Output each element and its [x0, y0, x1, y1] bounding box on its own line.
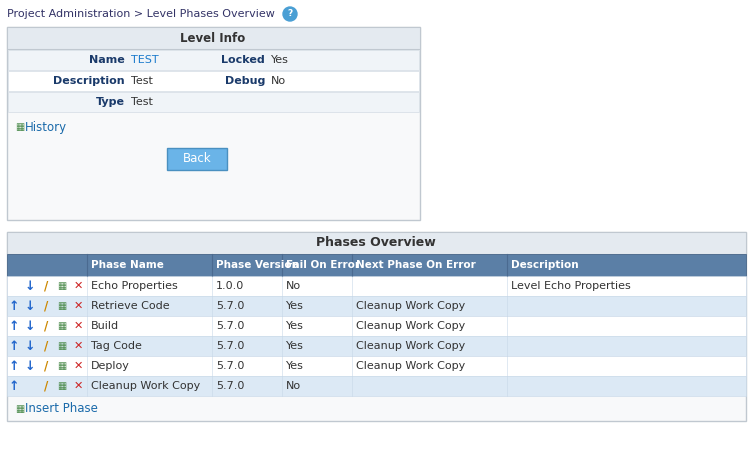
Text: No: No — [286, 381, 301, 391]
Text: Echo Properties: Echo Properties — [91, 281, 178, 291]
Text: /: / — [44, 340, 48, 353]
Text: ↑: ↑ — [9, 300, 20, 313]
Text: ▦: ▦ — [15, 122, 24, 132]
Text: Cleanup Work Copy: Cleanup Work Copy — [356, 321, 465, 331]
Text: Test: Test — [131, 97, 153, 107]
Text: Yes: Yes — [286, 361, 304, 371]
Text: ↑: ↑ — [9, 380, 20, 392]
Text: /: / — [44, 280, 48, 292]
Text: Level Echo Properties: Level Echo Properties — [511, 281, 631, 291]
Text: Yes: Yes — [286, 341, 304, 351]
Text: Locked: Locked — [221, 55, 265, 65]
Text: ↑: ↑ — [9, 319, 20, 332]
Bar — [7, 232, 746, 254]
Text: Level Info: Level Info — [181, 32, 245, 45]
Text: ↑: ↑ — [9, 359, 20, 373]
Text: ✕: ✕ — [73, 321, 83, 331]
Text: ↓: ↓ — [25, 359, 35, 373]
Text: No: No — [271, 76, 286, 86]
Bar — [7, 356, 746, 376]
Text: Retrieve Code: Retrieve Code — [91, 301, 169, 311]
Text: Description: Description — [511, 260, 578, 270]
Bar — [8, 71, 419, 91]
Text: Cleanup Work Copy: Cleanup Work Copy — [356, 361, 465, 371]
Text: /: / — [44, 359, 48, 373]
Bar — [7, 232, 746, 421]
Text: 5.7.0: 5.7.0 — [216, 321, 245, 331]
Text: 5.7.0: 5.7.0 — [216, 341, 245, 351]
Text: Phases Overview: Phases Overview — [316, 236, 436, 250]
Text: ✕: ✕ — [73, 281, 83, 291]
Bar — [7, 296, 746, 316]
Text: ↓: ↓ — [25, 319, 35, 332]
Text: ▦: ▦ — [15, 404, 24, 414]
Text: Yes: Yes — [286, 321, 304, 331]
Text: Insert Phase: Insert Phase — [25, 403, 98, 415]
Text: Type: Type — [96, 97, 125, 107]
Text: Cleanup Work Copy: Cleanup Work Copy — [356, 301, 465, 311]
Text: 5.7.0: 5.7.0 — [216, 361, 245, 371]
Text: ✕: ✕ — [73, 361, 83, 371]
Text: ▦: ▦ — [57, 321, 66, 331]
Text: ▦: ▦ — [57, 281, 66, 291]
Bar — [8, 92, 419, 112]
Text: Phase Version: Phase Version — [216, 260, 299, 270]
Text: Next Phase On Error: Next Phase On Error — [356, 260, 476, 270]
Text: ↓: ↓ — [25, 300, 35, 313]
Text: Phase Name: Phase Name — [91, 260, 164, 270]
Text: /: / — [44, 319, 48, 332]
Text: Cleanup Work Copy: Cleanup Work Copy — [356, 341, 465, 351]
Bar — [7, 27, 420, 220]
Text: Deploy: Deploy — [91, 361, 130, 371]
Circle shape — [283, 7, 297, 21]
Text: /: / — [44, 380, 48, 392]
Text: /: / — [44, 300, 48, 313]
Text: ↑: ↑ — [9, 340, 20, 353]
Text: Build: Build — [91, 321, 119, 331]
Bar — [7, 336, 746, 356]
Text: 5.7.0: 5.7.0 — [216, 381, 245, 391]
Bar — [7, 376, 746, 396]
Text: ✕: ✕ — [73, 381, 83, 391]
Text: 5.7.0: 5.7.0 — [216, 301, 245, 311]
Text: Debug: Debug — [224, 76, 265, 86]
Bar — [167, 148, 227, 170]
Text: ▦: ▦ — [57, 341, 66, 351]
Text: ✕: ✕ — [73, 301, 83, 311]
Text: Yes: Yes — [271, 55, 289, 65]
Text: ▦: ▦ — [57, 301, 66, 311]
Text: Project Administration > Level Phases Overview: Project Administration > Level Phases Ov… — [7, 9, 275, 19]
Text: TEST: TEST — [131, 55, 159, 65]
Text: History: History — [25, 121, 67, 134]
Text: ▦: ▦ — [57, 361, 66, 371]
Text: Fail On Error: Fail On Error — [286, 260, 360, 270]
Bar — [7, 276, 746, 296]
Text: ↓: ↓ — [25, 280, 35, 292]
Text: ↓: ↓ — [25, 340, 35, 353]
Text: Yes: Yes — [286, 301, 304, 311]
Bar — [7, 254, 746, 276]
Bar — [8, 50, 419, 70]
Text: 1.0.0: 1.0.0 — [216, 281, 244, 291]
Text: ✕: ✕ — [73, 341, 83, 351]
Text: Tag Code: Tag Code — [91, 341, 142, 351]
Bar — [7, 316, 746, 336]
Text: Name: Name — [90, 55, 125, 65]
Text: Test: Test — [131, 76, 153, 86]
Text: Description: Description — [53, 76, 125, 86]
Text: Cleanup Work Copy: Cleanup Work Copy — [91, 381, 200, 391]
Text: ?: ? — [288, 10, 293, 18]
Text: No: No — [286, 281, 301, 291]
Text: ▦: ▦ — [57, 381, 66, 391]
Text: Back: Back — [183, 152, 212, 166]
Bar — [7, 27, 420, 49]
